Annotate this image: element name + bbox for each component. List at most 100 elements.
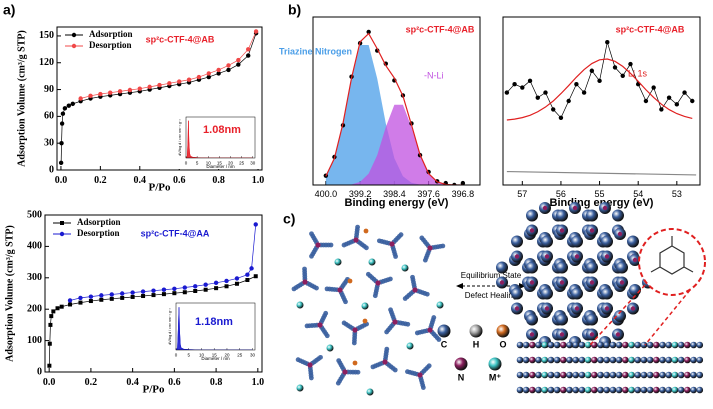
triazine (650, 236, 694, 275)
point (543, 90, 548, 95)
atom (405, 369, 410, 375)
atom (384, 329, 390, 335)
atom (609, 371, 617, 379)
atom (511, 287, 524, 300)
y-tick-label: 120 (39, 57, 54, 68)
atom (628, 341, 635, 349)
atom (603, 341, 611, 349)
atom (553, 386, 561, 394)
ion (361, 302, 369, 310)
zoom-circle (638, 228, 706, 296)
atom (317, 322, 323, 328)
atom (659, 386, 666, 394)
atom (553, 356, 561, 364)
point (193, 288, 198, 293)
y-tick-label: 100 (27, 335, 42, 346)
point (47, 363, 52, 368)
atom (424, 291, 430, 297)
atom (560, 386, 567, 394)
series-label: Li 1s (628, 68, 648, 78)
annotation: sp²c-CTF-4@AA (141, 228, 210, 238)
x-tick-label: 15 (212, 352, 218, 357)
y-axis-label: dV/log d / cm³ nm⁻¹ g⁻¹ (168, 307, 172, 344)
atom (572, 356, 580, 364)
series-label: -N-Li (424, 70, 444, 80)
atom (342, 369, 348, 375)
atom (522, 341, 530, 349)
atom (615, 356, 623, 364)
point (59, 140, 64, 146)
atom (586, 209, 599, 222)
atom (696, 341, 704, 349)
atom (690, 371, 697, 379)
atom (604, 306, 610, 311)
atom (387, 276, 393, 282)
point (216, 67, 221, 73)
atom (295, 357, 301, 363)
atom (572, 386, 580, 394)
point (99, 293, 104, 298)
atom (556, 209, 569, 222)
x-tick-label: 30 (250, 352, 256, 357)
y-tick-label: 0 (37, 366, 42, 377)
atom (653, 341, 660, 349)
y-tick-label: 60 (44, 111, 54, 122)
atom (628, 386, 635, 394)
atom (335, 380, 341, 386)
atom (337, 287, 343, 293)
atom (414, 330, 420, 336)
atom (526, 261, 539, 274)
point (520, 85, 525, 90)
atom (324, 286, 330, 292)
atom (355, 224, 360, 230)
arrow-label: Defect Healing (465, 291, 517, 300)
atom (402, 296, 408, 301)
atom (347, 278, 353, 284)
x-tick-label: 0.0 (55, 175, 68, 186)
atom (604, 254, 610, 259)
point (172, 286, 177, 291)
atom (586, 261, 599, 274)
atom (619, 280, 625, 285)
chart: 400.0 399.2 398.4 397.6 396.8 Triazine Nitrog… (279, 16, 481, 209)
x-tick-label: 10 (206, 160, 212, 165)
atom (308, 375, 314, 381)
point (88, 299, 93, 304)
atom (376, 238, 382, 244)
atom (690, 356, 697, 364)
point (504, 90, 510, 95)
point (620, 73, 625, 79)
atom (427, 327, 433, 333)
point (224, 284, 229, 289)
x-tick-label: 55 (595, 189, 605, 199)
point (98, 91, 103, 97)
point (130, 290, 135, 295)
point (99, 297, 104, 302)
point (253, 29, 259, 34)
y-tick-label: 150 (39, 30, 54, 41)
atom (522, 356, 530, 364)
ion (401, 264, 409, 272)
atom (603, 356, 611, 364)
atom (309, 253, 314, 259)
point (527, 78, 533, 84)
atom (427, 245, 433, 251)
atom (677, 386, 685, 394)
atom (622, 371, 629, 379)
point (62, 106, 68, 111)
atom (556, 313, 569, 326)
point (120, 291, 125, 296)
x-tick-label: 0.6 (173, 175, 186, 186)
atom (363, 228, 369, 234)
atom (560, 356, 567, 364)
atom (634, 341, 642, 349)
atom (584, 371, 592, 379)
point (213, 280, 219, 286)
atom (591, 371, 598, 379)
atom (622, 386, 629, 394)
x-axis-label: P/Po (143, 384, 165, 396)
atom (659, 341, 666, 349)
atom (535, 371, 542, 379)
